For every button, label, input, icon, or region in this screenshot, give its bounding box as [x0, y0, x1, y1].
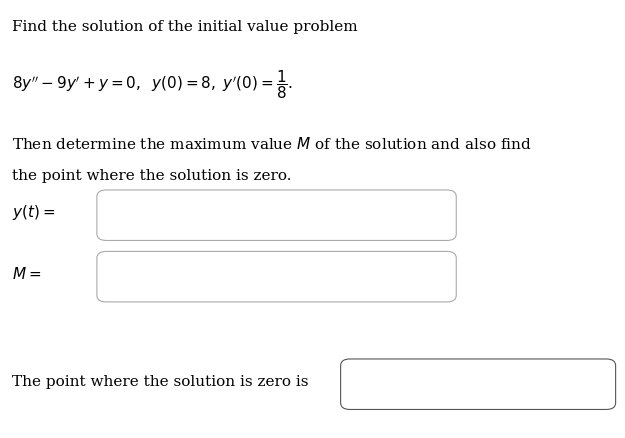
Text: Find the solution of the initial value problem: Find the solution of the initial value p…	[12, 20, 358, 34]
Text: The point where the solution is zero is: The point where the solution is zero is	[12, 374, 309, 388]
Text: $y(t) =$: $y(t) =$	[12, 203, 56, 222]
FancyBboxPatch shape	[341, 359, 616, 410]
Text: $M =$: $M =$	[12, 266, 42, 282]
Text: $8y'' - 9y' + y = 0, \;\; y(0) = 8, \; y'(0) = \dfrac{1}{8}.$: $8y'' - 9y' + y = 0, \;\; y(0) = 8, \; y…	[12, 68, 293, 101]
FancyBboxPatch shape	[97, 191, 456, 241]
FancyBboxPatch shape	[97, 252, 456, 302]
Text: Then determine the maximum value $M$ of the solution and also find: Then determine the maximum value $M$ of …	[12, 136, 532, 152]
Text: the point where the solution is zero.: the point where the solution is zero.	[12, 169, 292, 183]
